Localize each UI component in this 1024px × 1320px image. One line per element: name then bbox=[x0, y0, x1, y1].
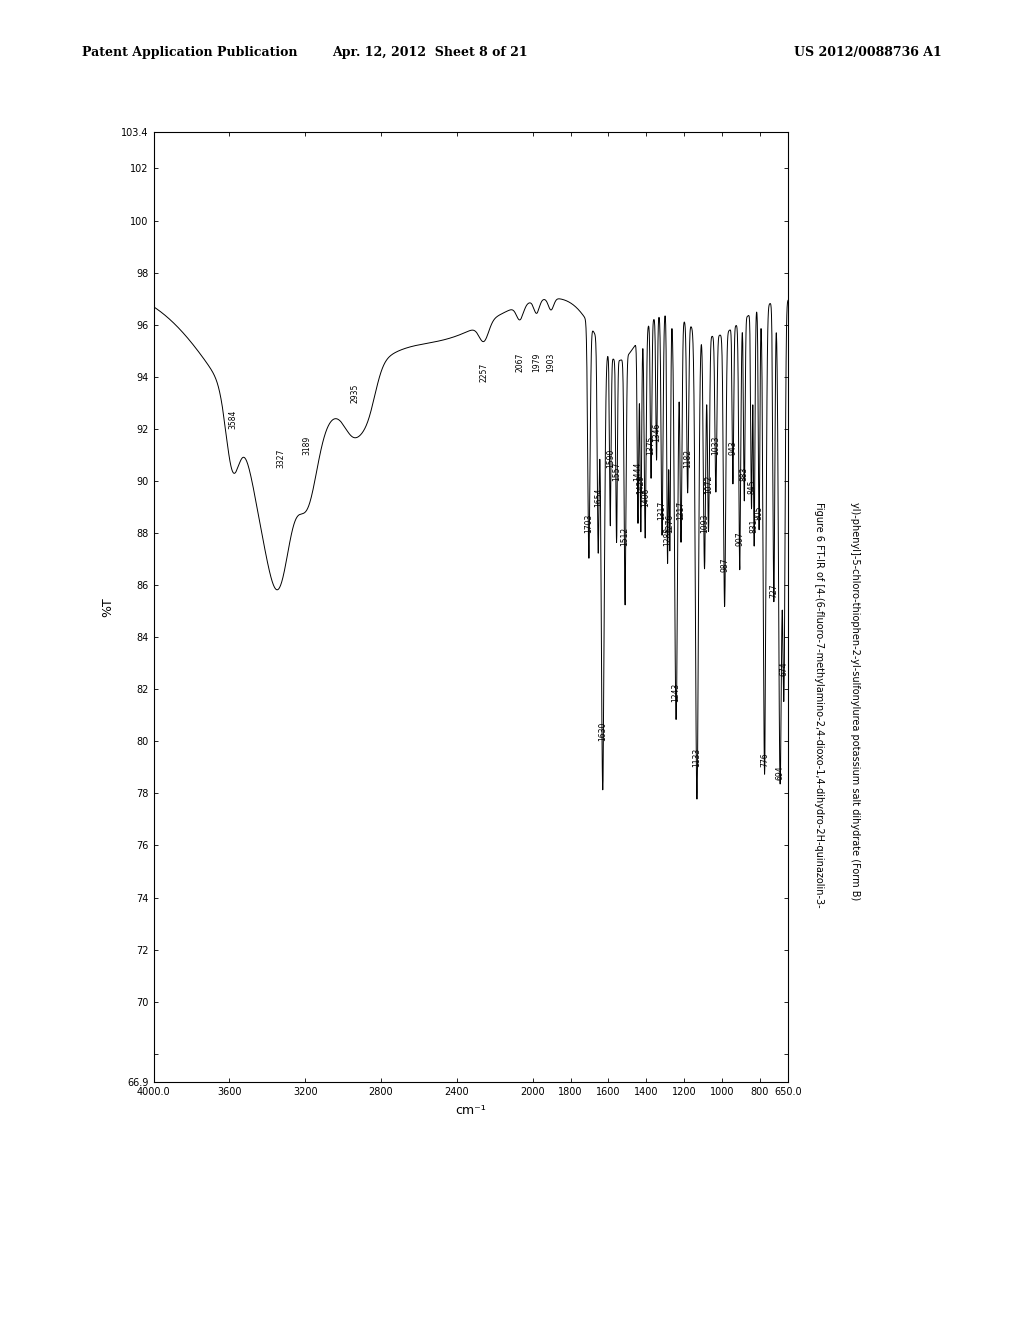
Text: 1654: 1654 bbox=[594, 487, 603, 507]
Text: 1072: 1072 bbox=[705, 475, 713, 494]
Text: 1979: 1979 bbox=[532, 352, 541, 371]
Text: US 2012/0088736 A1: US 2012/0088736 A1 bbox=[795, 46, 942, 59]
Text: 3189: 3189 bbox=[303, 436, 311, 455]
Text: 1288: 1288 bbox=[664, 527, 672, 546]
Text: 727: 727 bbox=[769, 583, 778, 598]
Text: 694: 694 bbox=[775, 766, 784, 780]
Text: 907: 907 bbox=[735, 532, 744, 546]
Text: Apr. 12, 2012  Sheet 8 of 21: Apr. 12, 2012 Sheet 8 of 21 bbox=[332, 46, 528, 59]
Text: 1429: 1429 bbox=[636, 475, 645, 494]
Text: 1590: 1590 bbox=[606, 449, 614, 467]
Text: 776: 776 bbox=[760, 752, 769, 767]
Text: 1512: 1512 bbox=[621, 527, 630, 546]
Text: 1133: 1133 bbox=[692, 748, 701, 767]
Text: 1182: 1182 bbox=[683, 449, 692, 467]
X-axis label: cm⁻¹: cm⁻¹ bbox=[456, 1105, 486, 1117]
Text: 2935: 2935 bbox=[351, 383, 359, 403]
Text: 674: 674 bbox=[779, 661, 788, 676]
Text: 1630: 1630 bbox=[598, 722, 607, 742]
Text: 943: 943 bbox=[728, 441, 737, 455]
Text: 1093: 1093 bbox=[700, 513, 709, 533]
Text: 1033: 1033 bbox=[712, 436, 721, 455]
Text: yl)-phenyl]-5-chloro-thiophen-2-yl-sulfonylurea potassium salt dihydrate (Form B: yl)-phenyl]-5-chloro-thiophen-2-yl-sulfo… bbox=[850, 502, 860, 900]
Text: 2257: 2257 bbox=[479, 363, 488, 381]
Text: 1406: 1406 bbox=[641, 487, 649, 507]
Text: 805: 805 bbox=[755, 506, 764, 520]
Text: 987: 987 bbox=[720, 557, 729, 572]
Text: 1317: 1317 bbox=[657, 500, 667, 520]
Text: 3327: 3327 bbox=[276, 449, 286, 467]
Text: 1903: 1903 bbox=[547, 352, 555, 371]
Text: 845: 845 bbox=[748, 479, 756, 494]
Text: Figure 6 FT-IR of [4-(6-fluoro-7-methylamino-2,4-dioxo-1,4-dihydro-2H-quinazolin: Figure 6 FT-IR of [4-(6-fluoro-7-methyla… bbox=[814, 502, 824, 907]
Text: 3584: 3584 bbox=[228, 409, 237, 429]
Text: 1703: 1703 bbox=[585, 513, 594, 533]
Text: 1276: 1276 bbox=[666, 513, 675, 533]
Text: 1557: 1557 bbox=[612, 462, 622, 480]
Y-axis label: %T: %T bbox=[101, 598, 115, 616]
Text: 831: 831 bbox=[750, 519, 759, 533]
Text: 883: 883 bbox=[739, 466, 749, 480]
Text: 1243: 1243 bbox=[672, 682, 681, 702]
Text: 1346: 1346 bbox=[652, 422, 662, 442]
Text: 2067: 2067 bbox=[515, 352, 524, 371]
Text: 1444: 1444 bbox=[634, 462, 642, 480]
Text: Patent Application Publication: Patent Application Publication bbox=[82, 46, 297, 59]
Text: 1375: 1375 bbox=[646, 436, 655, 455]
Text: 1217: 1217 bbox=[677, 500, 685, 520]
